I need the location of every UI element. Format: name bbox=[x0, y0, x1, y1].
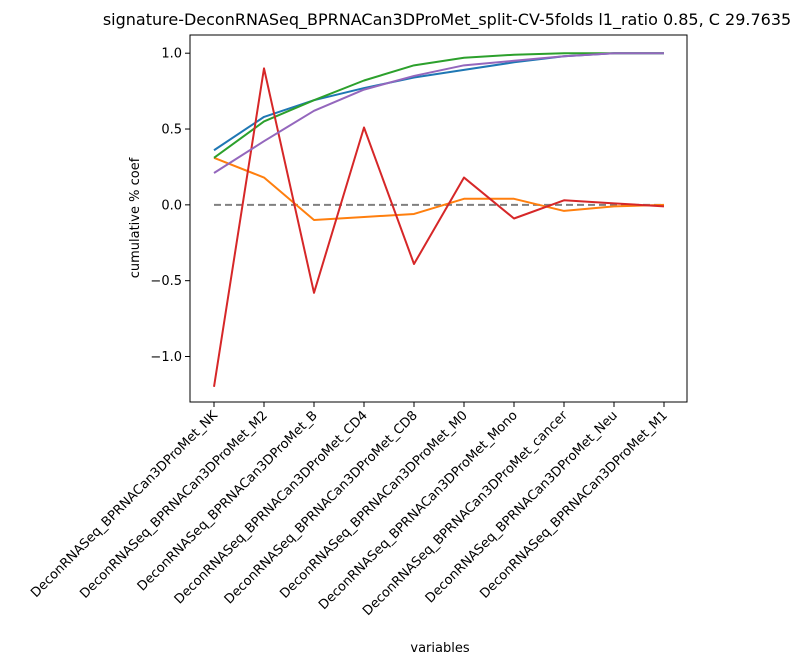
y-tick-label: 1.0 bbox=[161, 47, 182, 62]
x-tick-label: DeconRNASeq_BPRNACan3DProMet_NK bbox=[28, 408, 221, 601]
x-tick-label: DeconRNASeq_BPRNACan3DProMet_B bbox=[135, 408, 321, 594]
series-line-3 bbox=[213, 52, 664, 159]
y-tick-label: −1.0 bbox=[150, 350, 182, 365]
plot-frame bbox=[189, 34, 688, 403]
x-tick-label: DeconRNASeq_BPRNACan3DProMet_M1 bbox=[477, 408, 671, 602]
y-tick-label: −0.5 bbox=[150, 274, 182, 289]
plot-area bbox=[213, 52, 665, 387]
x-tick-label: DeconRNASeq_BPRNACan3DProMet_Neu bbox=[423, 408, 621, 606]
y-tick-label: 0.0 bbox=[161, 198, 182, 213]
series-line-5 bbox=[213, 52, 664, 174]
x-tick-label: DeconRNASeq_BPRNACan3DProMet_M0 bbox=[277, 408, 471, 602]
x-axis: DeconRNASeq_BPRNACan3DProMet_NKDeconRNAS… bbox=[28, 402, 671, 619]
series-line-2 bbox=[213, 156, 665, 222]
y-axis-label: cumulative % coef bbox=[128, 157, 143, 278]
x-tick-label: DeconRNASeq_BPRNACan3DProMet_M2 bbox=[77, 408, 271, 602]
series-line-1 bbox=[213, 52, 664, 152]
y-tick-label: 0.5 bbox=[161, 123, 182, 138]
chart-title: signature-DeconRNASeq_BPRNACan3DProMet_s… bbox=[103, 10, 791, 30]
x-axis-label: variables bbox=[410, 641, 469, 656]
series-line-4 bbox=[213, 67, 665, 387]
y-axis: −1.0 −0.5 0.0 0.5 1.0 bbox=[150, 47, 190, 365]
